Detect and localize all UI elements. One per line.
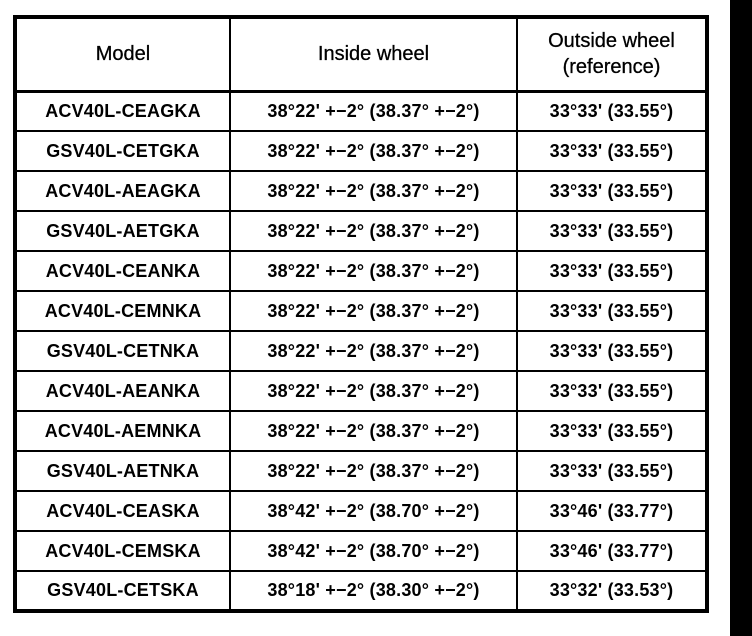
- outside-wheel-cell: 33°33' (33.55°): [516, 330, 708, 372]
- model-cell: ACV40L-AEMNKA: [14, 410, 231, 452]
- outside-wheel-cell: 33°33' (33.55°): [516, 370, 708, 412]
- model-cell: ACV40L-AEANKA: [14, 370, 231, 412]
- table-row: GSV40L-CETNKA 38°22' +−2° (38.37° +−2°) …: [14, 330, 708, 372]
- inside-wheel-cell: 38°42' +−2° (38.70° +−2°): [229, 490, 518, 532]
- table-row: GSV40L-AETGKA 38°22' +−2° (38.37° +−2°) …: [14, 210, 708, 252]
- outside-wheel-cell: 33°33' (33.55°): [516, 250, 708, 292]
- outside-wheel-cell: 33°33' (33.55°): [516, 290, 708, 332]
- model-cell: ACV40L-CEMSKA: [14, 530, 231, 572]
- outside-wheel-cell: 33°33' (33.55°): [516, 210, 708, 252]
- table-row: ACV40L-AEANKA 38°22' +−2° (38.37° +−2°) …: [14, 370, 708, 412]
- inside-wheel-cell: 38°22' +−2° (38.37° +−2°): [229, 410, 518, 452]
- table-row: ACV40L-CEANKA 38°22' +−2° (38.37° +−2°) …: [14, 250, 708, 292]
- outside-wheel-cell: 33°33' (33.55°): [516, 130, 708, 172]
- inside-wheel-cell: 38°22' +−2° (38.37° +−2°): [229, 90, 518, 132]
- inside-wheel-cell: 38°22' +−2° (38.37° +−2°): [229, 330, 518, 372]
- table-row: ACV40L-CEMSKA 38°42' +−2° (38.70° +−2°) …: [14, 530, 708, 572]
- model-cell: ACV40L-AEAGKA: [14, 170, 231, 212]
- table-row: ACV40L-AEAGKA 38°22' +−2° (38.37° +−2°) …: [14, 170, 708, 212]
- inside-wheel-cell: 38°42' +−2° (38.70° +−2°): [229, 530, 518, 572]
- inside-wheel-cell: 38°22' +−2° (38.37° +−2°): [229, 250, 518, 292]
- inside-wheel-cell: 38°18' +−2° (38.30° +−2°): [229, 570, 518, 612]
- model-cell: GSV40L-CETNKA: [14, 330, 231, 372]
- model-cell: GSV40L-AETGKA: [14, 210, 231, 252]
- scan-edge-bar: [730, 0, 752, 636]
- wheel-angle-spec-table: Model Inside wheel Outside wheel (refere…: [13, 15, 709, 613]
- table-row: ACV40L-CEMNKA 38°22' +−2° (38.37° +−2°) …: [14, 290, 708, 332]
- outside-wheel-cell: 33°32' (33.53°): [516, 570, 708, 612]
- model-cell: GSV40L-CETGKA: [14, 130, 231, 172]
- model-cell: ACV40L-CEASKA: [14, 490, 231, 532]
- inside-wheel-cell: 38°22' +−2° (38.37° +−2°): [229, 290, 518, 332]
- header-inside-wheel: Inside wheel: [229, 16, 518, 93]
- table-row: ACV40L-CEASKA 38°42' +−2° (38.70° +−2°) …: [14, 490, 708, 532]
- outside-wheel-cell: 33°46' (33.77°): [516, 530, 708, 572]
- table-row: ACV40L-CEAGKA 38°22' +−2° (38.37° +−2°) …: [14, 90, 708, 132]
- outside-wheel-cell: 33°33' (33.55°): [516, 170, 708, 212]
- header-outside-wheel: Outside wheel (reference): [516, 16, 708, 93]
- outside-wheel-cell: 33°46' (33.77°): [516, 490, 708, 532]
- table-row: GSV40L-CETSKA 38°18' +−2° (38.30° +−2°) …: [14, 570, 708, 612]
- model-cell: ACV40L-CEANKA: [14, 250, 231, 292]
- inside-wheel-cell: 38°22' +−2° (38.37° +−2°): [229, 450, 518, 492]
- inside-wheel-cell: 38°22' +−2° (38.37° +−2°): [229, 370, 518, 412]
- header-model: Model: [14, 16, 231, 93]
- inside-wheel-cell: 38°22' +−2° (38.37° +−2°): [229, 170, 518, 212]
- outside-wheel-cell: 33°33' (33.55°): [516, 450, 708, 492]
- outside-wheel-cell: 33°33' (33.55°): [516, 410, 708, 452]
- outside-wheel-cell: 33°33' (33.55°): [516, 90, 708, 132]
- model-cell: ACV40L-CEMNKA: [14, 290, 231, 332]
- model-cell: GSV40L-CETSKA: [14, 570, 231, 612]
- inside-wheel-cell: 38°22' +−2° (38.37° +−2°): [229, 210, 518, 252]
- model-cell: ACV40L-CEAGKA: [14, 90, 231, 132]
- model-cell: GSV40L-AETNKA: [14, 450, 231, 492]
- table-row: GSV40L-CETGKA 38°22' +−2° (38.37° +−2°) …: [14, 130, 708, 172]
- header-row: Model Inside wheel Outside wheel (refere…: [14, 16, 708, 93]
- table-row: GSV40L-AETNKA 38°22' +−2° (38.37° +−2°) …: [14, 450, 708, 492]
- table-row: ACV40L-AEMNKA 38°22' +−2° (38.37° +−2°) …: [14, 410, 708, 452]
- inside-wheel-cell: 38°22' +−2° (38.37° +−2°): [229, 130, 518, 172]
